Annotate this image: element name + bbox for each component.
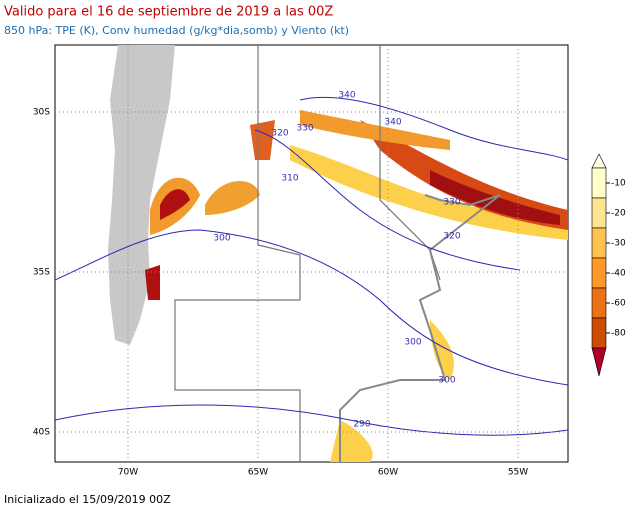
colorbar: -10 -20 -30 -40 -60 -80 — [591, 153, 626, 377]
colorbar-label: -30 — [611, 239, 626, 249]
lat-label: 40S — [33, 428, 50, 438]
colorbar-swatch — [591, 257, 607, 289]
contour-label: 320 — [271, 129, 288, 139]
lon-label: 60W — [378, 468, 398, 478]
contour-label: 340 — [384, 118, 401, 128]
terrain — [108, 45, 175, 345]
colorbar-label: -60 — [611, 299, 626, 309]
contour-label: 310 — [281, 174, 298, 184]
grid — [55, 45, 568, 462]
colorbar-swatch — [591, 197, 607, 229]
lat-label: 35S — [33, 268, 50, 278]
lat-label: 30S — [33, 108, 50, 118]
contour-label: 300 — [438, 376, 455, 386]
title: Valido para el 16 de septiembre de 2019 … — [4, 5, 333, 20]
contour-label: 330 — [443, 198, 460, 208]
lon-label: 70W — [118, 468, 138, 478]
colorbar-label: -80 — [611, 329, 626, 339]
contour-label: 330 — [296, 124, 313, 134]
contour-label: 300 — [404, 338, 421, 348]
colorbar-swatch — [591, 317, 607, 349]
contour-label: 320 — [443, 232, 460, 242]
colorbar-label: -40 — [611, 269, 626, 279]
lon-label: 55W — [508, 468, 528, 478]
contour-label: 340 — [338, 91, 355, 101]
contour-label: 300 — [213, 234, 230, 244]
colorbar-label: -10 — [611, 179, 626, 189]
subtitle: 850 hPa: TPE (K), Conv humedad (g/kg*dia… — [4, 24, 349, 37]
colorbar-swatch — [591, 227, 607, 259]
contour-label: 290 — [353, 420, 370, 430]
lon-label: 65W — [248, 468, 268, 478]
colorbar-label: -20 — [611, 209, 626, 219]
footer: Inicializado el 15/09/2019 00Z — [4, 493, 171, 506]
colorbar-swatch — [591, 287, 607, 319]
map: 340 340 320 330 310 330 320 300 300 300 290 30S 35… — [33, 44, 569, 478]
contours — [55, 96, 568, 436]
borders — [174, 45, 501, 462]
colorbar-tip — [591, 347, 607, 377]
colorbar-swatch — [591, 167, 607, 199]
